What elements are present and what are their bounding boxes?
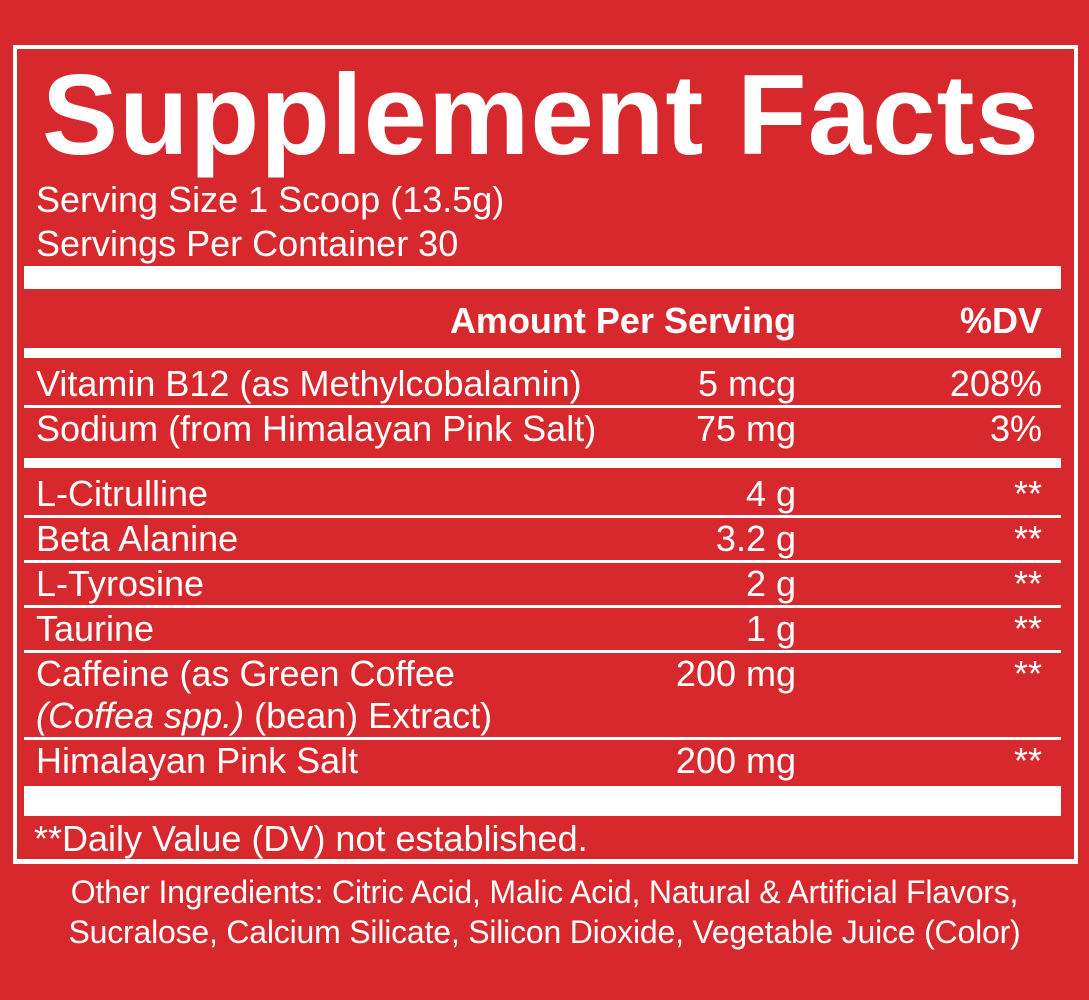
ingredient-name: Himalayan Pink Salt [36,740,359,781]
ingredient-dv: 3% [989,408,1042,449]
active-ingredient-rows: L-Citrulline 4 g ** Beta Alanine 3.2 g *… [24,468,1061,782]
other-ingredients-line1: Other Ingredients: Citric Acid, Malic Ac… [70,874,1019,910]
ingredient-amount: 200 mg [675,740,796,781]
supplement-facts-panel: Supplement Facts Serving Size 1 Scoop (1… [13,45,1078,864]
medium-separator-bar-1 [24,348,1061,358]
amount-per-serving-header: Amount Per Serving [449,300,796,341]
ingredient-name: Caffeine (as Green Coffee (Coffea spp.) … [36,653,492,736]
ingredient-name: Beta Alanine [36,518,239,559]
caffeine-name-line2-rest: (bean) Extract) [244,695,493,736]
ingredient-dv: ** [1013,608,1042,649]
ingredient-name: L-Citrulline [36,473,209,514]
percent-dv-header: %DV [959,300,1042,341]
panel-title: Supplement Facts [42,52,1040,179]
table-row-vitamin-b12: Vitamin B12 (as Methylcobalamin) 5 mcg 2… [24,363,1061,405]
serving-size: Serving Size 1 Scoop (13.5g) [36,179,505,220]
other-ingredients: Other Ingredients: Citric Acid, Malic Ac… [0,872,1089,952]
serving-info: Serving Size 1 Scoop (13.5g) Servings Pe… [24,178,1061,266]
ingredient-name: L-Tyrosine [36,563,205,604]
ingredient-dv: ** [1013,518,1042,559]
ingredient-name: Sodium (from Himalayan Pink Salt) [36,408,597,449]
caffeine-species-italic: (Coffea spp.) [36,695,245,736]
ingredient-dv: ** [1013,563,1042,604]
table-row-caffeine: Caffeine (as Green Coffee (Coffea spp.) … [24,650,1061,737]
table-row-himalayan-pink-salt: Himalayan Pink Salt 200 mg ** [24,737,1061,782]
ingredient-dv: 208% [949,363,1042,404]
table-row-sodium: Sodium (from Himalayan Pink Salt) 75 mg … [24,405,1061,450]
ingredient-amount: 200 mg [675,653,796,694]
table-row-l-tyrosine: L-Tyrosine 2 g ** [24,560,1061,605]
other-ingredients-line2: Sucralose, Calcium Silicate, Silicon Dio… [68,914,1021,950]
ingredient-dv: ** [1013,473,1042,514]
ingredient-amount: 2 g [745,563,796,604]
medium-separator-bar-2 [24,458,1061,468]
ingredient-amount: 4 g [745,473,796,514]
ingredient-amount: 75 mg [695,408,796,449]
servings-per-container: Servings Per Container 30 [36,223,459,264]
ingredient-dv: ** [1013,653,1042,694]
ingredient-amount: 3.2 g [715,518,796,559]
table-row-l-citrulline: L-Citrulline 4 g ** [24,473,1061,515]
daily-value-rows: Vitamin B12 (as Methylcobalamin) 5 mcg 2… [24,358,1061,450]
thick-separator-bar-top [24,266,1061,289]
table-row-beta-alanine: Beta Alanine 3.2 g ** [24,515,1061,560]
caffeine-name-line1: Caffeine (as Green Coffee [36,653,455,694]
ingredient-amount: 5 mcg [697,363,796,404]
table-row-taurine: Taurine 1 g ** [24,605,1061,650]
ingredient-name: Vitamin B12 (as Methylcobalamin) [36,363,582,404]
table-header-row: Amount Per Serving %DV [24,299,1061,343]
daily-value-footnote: **Daily Value (DV) not established. [34,818,588,859]
ingredient-name: Taurine [36,608,155,649]
thick-separator-bar-bottom [24,786,1061,816]
ingredient-dv: ** [1013,740,1042,781]
ingredient-amount: 1 g [745,608,796,649]
